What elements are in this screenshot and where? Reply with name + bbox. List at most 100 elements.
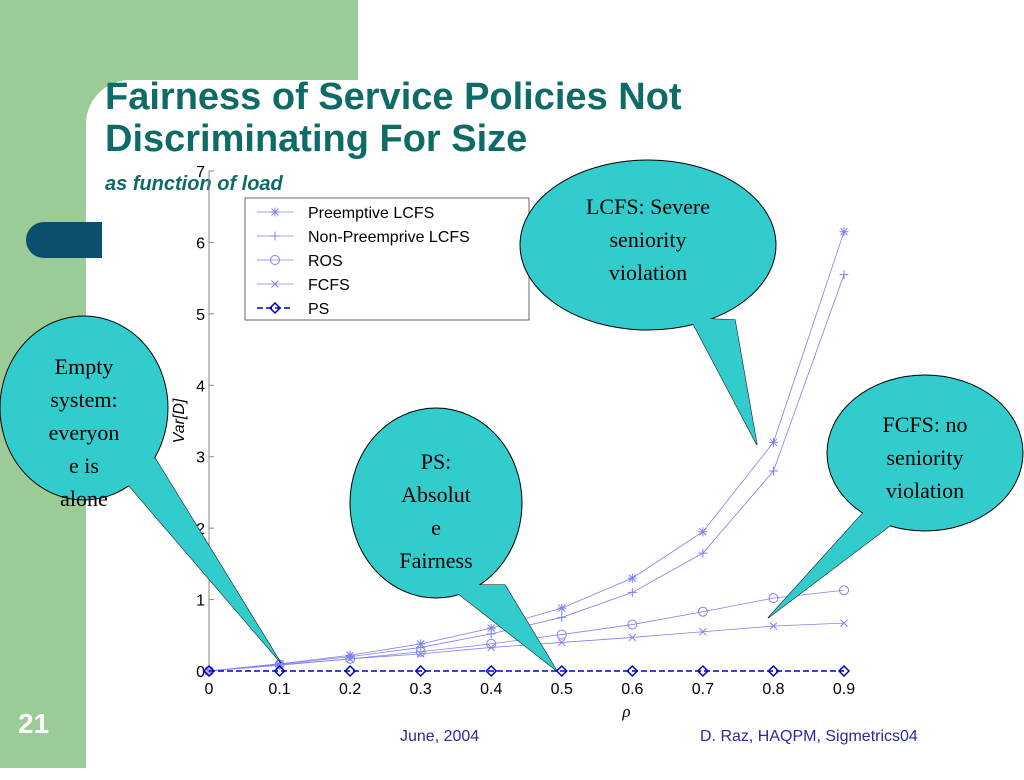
data-point — [344, 664, 357, 678]
data-point — [698, 548, 708, 558]
data-point — [273, 664, 286, 678]
x-tick-label: 0.3 — [410, 681, 432, 698]
x-tick-label: 0.1 — [268, 681, 290, 698]
data-point — [202, 664, 216, 678]
data-point — [840, 619, 848, 627]
legend-marker — [270, 231, 280, 241]
accent-pill — [26, 222, 102, 258]
data-point — [768, 593, 779, 604]
legend-box — [244, 197, 530, 321]
data-point — [556, 629, 567, 640]
callout-empty — [0, 315, 282, 664]
data-point — [627, 587, 637, 597]
data-point — [839, 270, 849, 280]
x-axis-label: ρ — [621, 702, 630, 721]
callout-ps — [349, 407, 558, 672]
data-point — [555, 664, 568, 678]
legend-label: FCFS — [308, 277, 350, 294]
data-point — [767, 664, 780, 678]
callout-fcfs — [767, 374, 1024, 619]
data-point — [416, 650, 425, 658]
y-tick-label: 4 — [196, 378, 205, 395]
callout-line: seniority — [886, 445, 964, 470]
slide-number: 21 — [18, 708, 50, 739]
y-tick-label: 1 — [196, 593, 205, 610]
y-axis-label: Var[D] — [171, 398, 188, 443]
callout-line: PS: — [420, 449, 452, 474]
title-line-1: Fairness of Service Policies Not — [105, 76, 682, 118]
callout-line: everyon — [48, 420, 120, 445]
y-tick-label: 2 — [196, 521, 205, 538]
data-point — [557, 638, 566, 647]
series-ps — [202, 664, 851, 678]
data-point — [486, 629, 496, 639]
callout-line: alone — [60, 486, 108, 511]
callout-tail-fill — [118, 458, 281, 663]
data-point — [345, 652, 355, 662]
y-tick-label: 5 — [196, 307, 205, 324]
legend-label: Preemptive LCFS — [308, 205, 434, 222]
x-tick-label: 0.5 — [551, 681, 573, 698]
data-point — [837, 664, 851, 678]
chart-axes: 0 1 2 3 4 5 6 7 0 0.1 0.2 0.3 0.4 0.5 0.6 0.7 0.8 0.9 ρ Var… — [171, 164, 855, 721]
series-line — [208, 231, 845, 672]
callout-bubble — [349, 407, 523, 599]
callout-bubble — [519, 159, 777, 331]
data-point — [768, 466, 778, 476]
callout-line: FCFS: no — [882, 412, 968, 437]
data-point — [486, 638, 497, 649]
title-line-2: Discriminating For Size — [105, 118, 528, 160]
data-point — [485, 664, 498, 678]
callout-line: LCFS: Severe — [585, 194, 711, 219]
slide-subtitle: as function of load — [105, 173, 283, 195]
data-point — [626, 664, 639, 678]
chart-series — [202, 227, 851, 678]
y-tick-label: 0 — [196, 664, 205, 681]
callout-text-empty: Empty system: everyon e is alone — [0, 350, 168, 515]
callout-tail-fill — [447, 585, 557, 671]
x-tick-label: 0.6 — [621, 681, 643, 698]
data-point — [769, 622, 778, 630]
data-point — [627, 573, 637, 583]
callout-line: violation — [885, 478, 965, 503]
callout-bubble — [826, 374, 1024, 532]
data-point — [346, 655, 354, 663]
y-tick-label: 6 — [196, 235, 205, 252]
series-non-preemprive-lcfs — [204, 270, 849, 676]
callout-text-fcfs: FCFS: no seniority violation — [827, 408, 1023, 507]
callout-line: Absolut — [401, 482, 471, 507]
legend-marker — [271, 280, 279, 288]
legend-marker — [268, 301, 282, 315]
data-point — [627, 619, 638, 630]
data-point — [699, 627, 707, 636]
callout-tail-fill — [690, 318, 757, 445]
callout-line: seniority — [609, 227, 687, 252]
data-point — [557, 612, 567, 622]
data-point — [768, 437, 778, 447]
callout-lcfs — [519, 159, 777, 446]
data-point — [486, 623, 496, 633]
legend-marker — [270, 207, 280, 217]
data-point — [487, 643, 496, 652]
callout-tail-fill — [768, 505, 895, 618]
callout-bubbles — [0, 159, 1024, 672]
callout-line: Empty — [54, 354, 114, 379]
legend-label: Non-Preemprive LCFS — [308, 229, 470, 246]
legend-label: PS — [308, 301, 329, 318]
data-point — [698, 527, 708, 537]
data-point — [839, 585, 849, 596]
footer-date: June, 2004 — [400, 728, 480, 745]
series-line — [208, 274, 845, 672]
data-point — [696, 664, 709, 678]
callout-bubble — [0, 315, 169, 501]
data-point — [697, 606, 708, 617]
callout-text-lcfs: LCFS: Severe seniority violation — [538, 190, 758, 289]
callout-text-ps: PS: Absolut e Fairness — [350, 445, 522, 577]
x-tick-label: 0.9 — [833, 681, 855, 698]
x-tick-label: 0.4 — [480, 681, 502, 698]
legend-marker — [270, 255, 280, 265]
data-point — [415, 646, 426, 657]
callout-line: e — [431, 515, 441, 540]
data-point — [839, 227, 849, 237]
